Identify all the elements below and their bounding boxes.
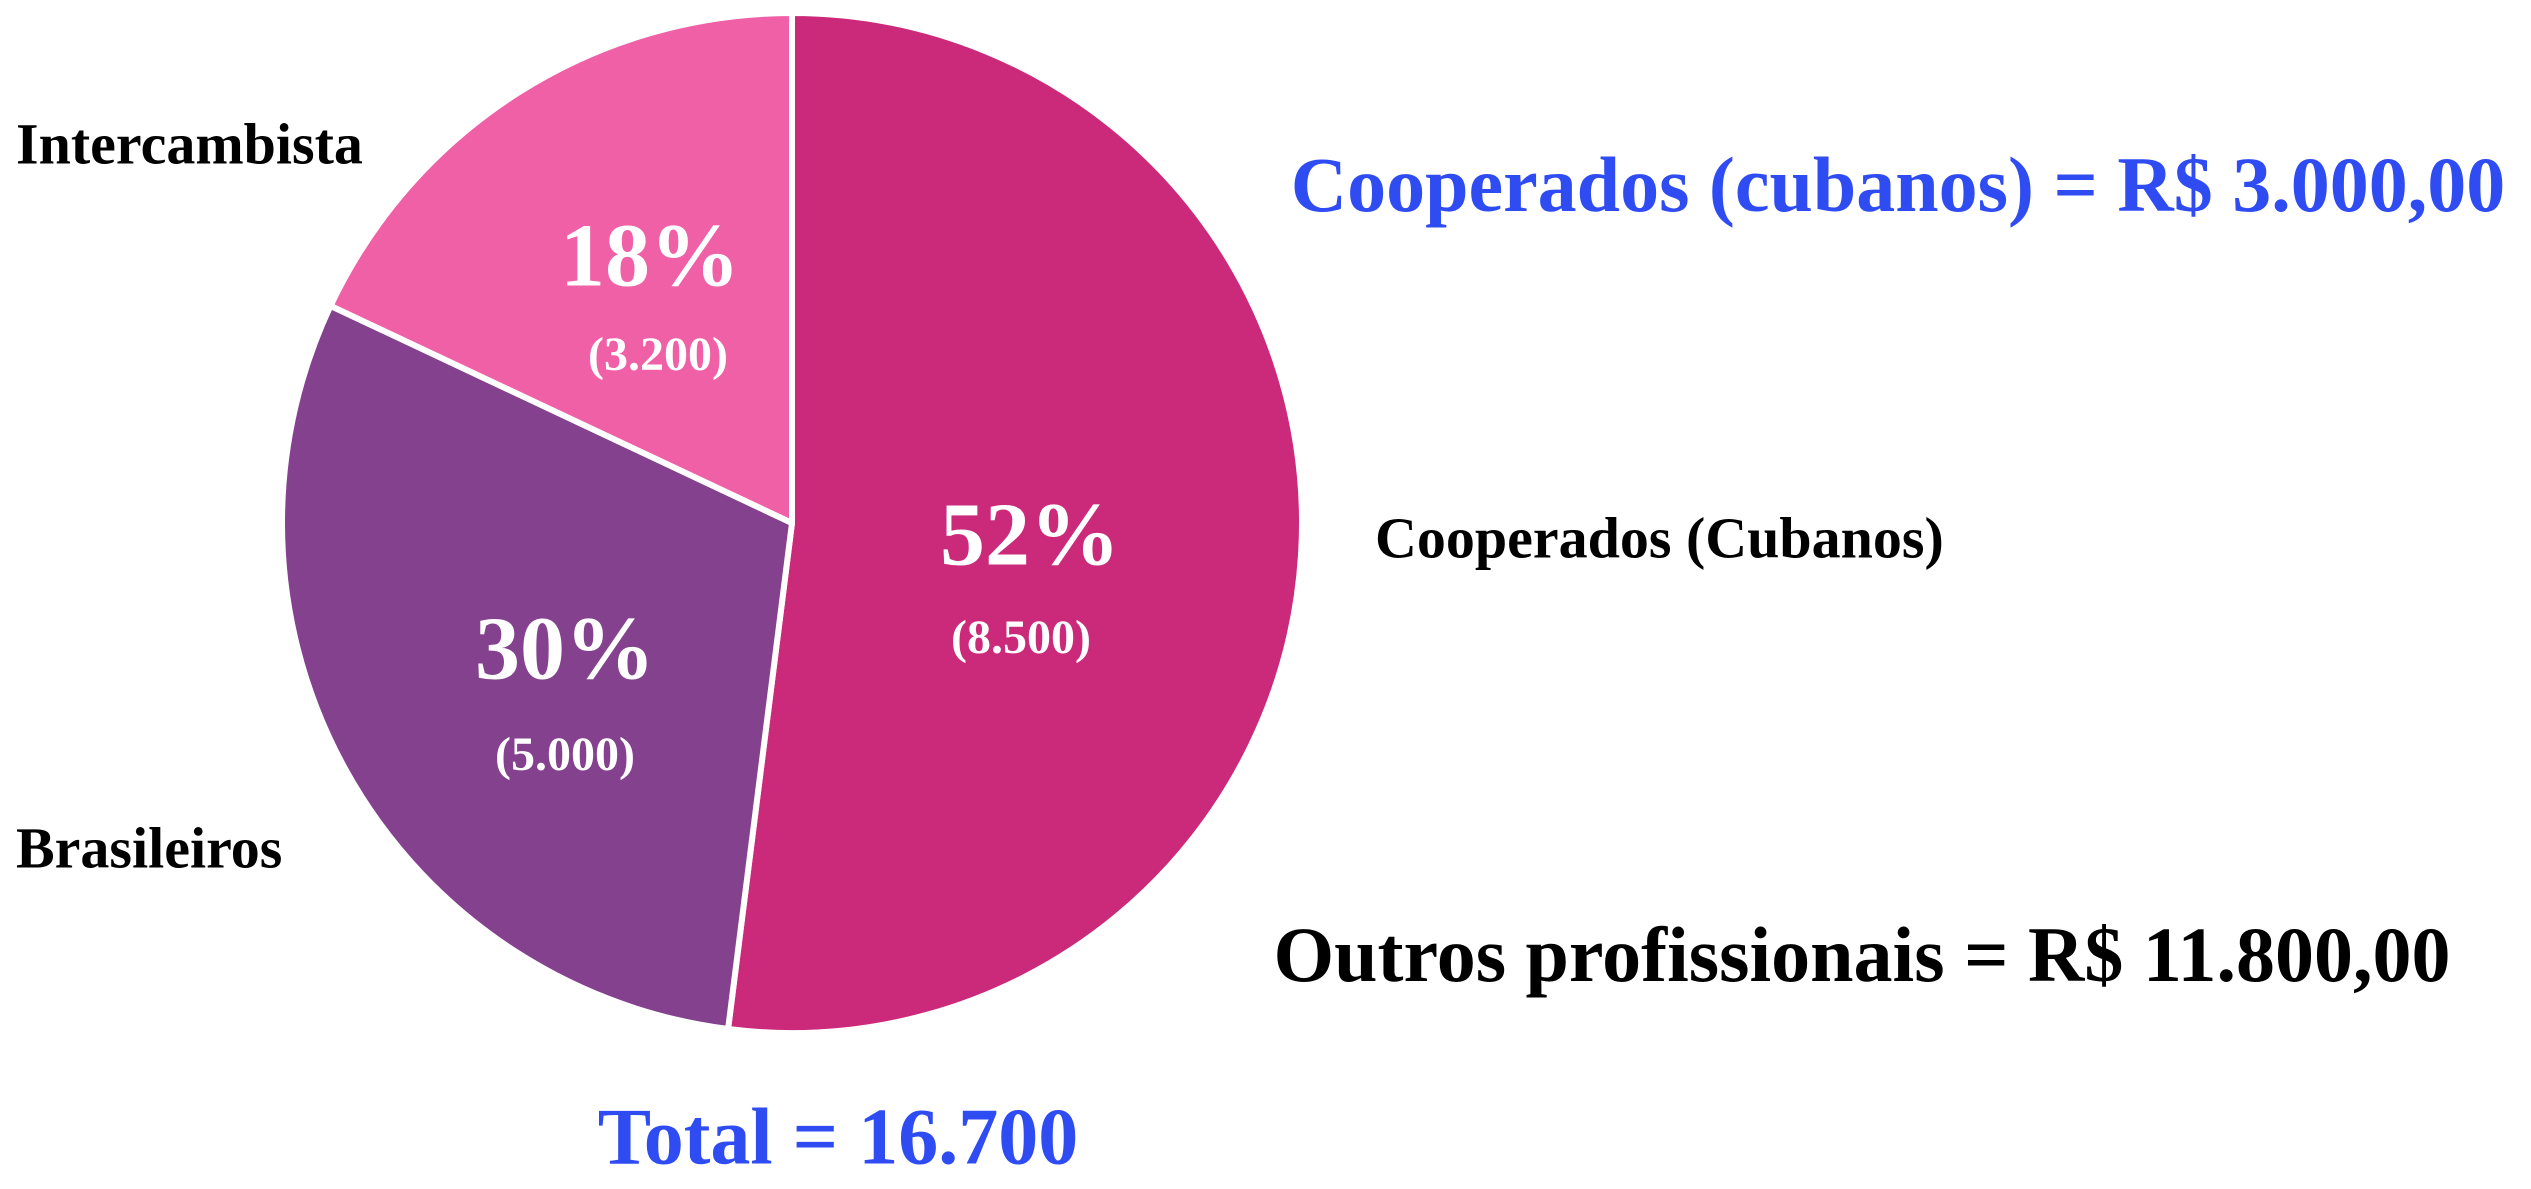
annotation: Outros profissionais = R$ 11.800,00 xyxy=(1273,911,2450,998)
value-label: 18% xyxy=(560,207,740,306)
category-label: Cooperados (Cubanos) xyxy=(1375,505,1944,570)
pie-slice xyxy=(327,10,795,526)
annotation: Cooperados (cubanos) = R$ 3.000,00 xyxy=(1291,141,2506,228)
count-label: (8.500) xyxy=(951,611,1091,664)
category-label: Brasileiros xyxy=(16,815,282,880)
count-label: (5.000) xyxy=(495,728,635,781)
value-label: 52% xyxy=(940,486,1120,585)
pie-slice xyxy=(279,302,795,1032)
pie-slice xyxy=(725,10,1305,1036)
value-label: 30% xyxy=(475,600,655,699)
annotation: Total = 16.700 xyxy=(598,1093,1078,1181)
count-label: (3.200) xyxy=(588,328,728,381)
category-label: Intercambista xyxy=(16,111,363,176)
